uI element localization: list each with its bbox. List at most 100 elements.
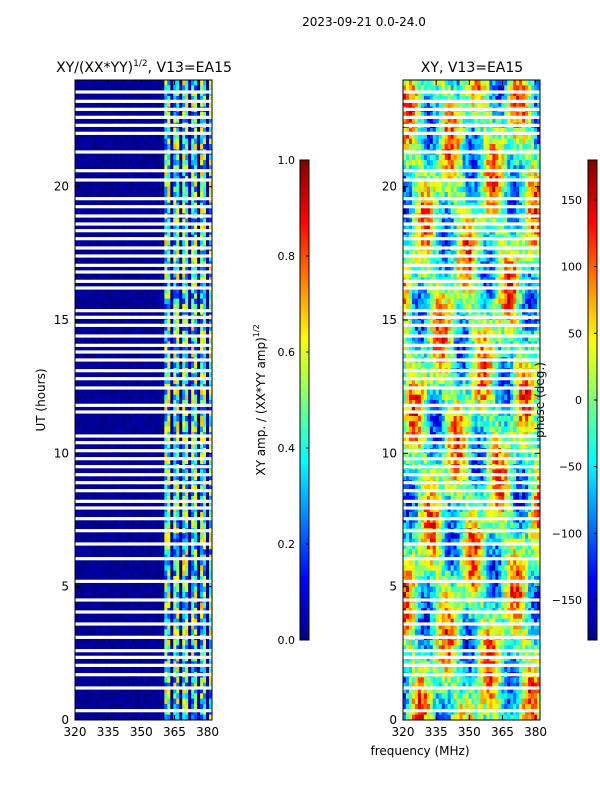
heatmap-cell (182, 453, 186, 460)
heatmap-cell (185, 138, 189, 145)
heatmap-cell (170, 565, 174, 572)
heatmap-cell (83, 581, 88, 588)
heatmap-cell (137, 80, 142, 86)
heatmap-cell (149, 394, 154, 401)
heatmap-cell (83, 453, 88, 460)
heatmap-cell (107, 581, 112, 588)
heatmap-cell (179, 112, 183, 118)
heatmap-cell (122, 346, 127, 353)
heatmap-cell (206, 469, 210, 476)
heatmap-cell (140, 378, 145, 385)
heatmap-cell (158, 325, 162, 332)
heatmap-cell (176, 138, 180, 145)
heatmap-cell (134, 586, 139, 593)
heatmap-cell (146, 197, 151, 204)
heatmap-cell (200, 416, 204, 422)
heatmap-cell (164, 506, 168, 513)
heatmap-cell (206, 224, 210, 230)
heatmap-cell (143, 533, 148, 540)
heatmap-cell (95, 309, 100, 316)
heatmap-cell (188, 325, 192, 332)
heatmap-cell (95, 469, 100, 476)
heatmap-cell (89, 133, 94, 140)
heatmap-cell (77, 506, 82, 513)
heatmap-cell (203, 352, 207, 358)
heatmap-cell (95, 117, 100, 124)
heatmap-cell (77, 538, 82, 545)
heatmap-cell (83, 256, 88, 262)
heatmap-cell (185, 144, 189, 150)
heatmap-cell (113, 442, 118, 449)
heatmap-cell (77, 602, 82, 609)
heatmap-cell (95, 490, 100, 497)
heatmap-cell (164, 437, 168, 444)
heatmap-cell (116, 229, 121, 236)
heatmap-cell (125, 85, 130, 92)
heatmap-cell (155, 304, 159, 310)
heatmap-cell (146, 309, 151, 316)
heatmap-cell (158, 224, 162, 230)
heatmap-cell (152, 586, 157, 593)
heatmap-cell (104, 645, 109, 652)
heatmap-cell (92, 165, 97, 172)
heatmap-cell (200, 80, 204, 86)
heatmap-cell (83, 560, 88, 566)
heatmap-cell (164, 128, 168, 134)
heatmap-cell (83, 458, 88, 465)
heatmap-cell (191, 421, 195, 428)
heatmap-cell (107, 224, 112, 230)
heatmap-cell (167, 240, 171, 246)
heatmap-cell (155, 378, 159, 385)
heatmap-cell (98, 90, 103, 97)
heatmap-cell (146, 336, 151, 342)
heatmap-cell (104, 640, 109, 646)
heatmap-cell (206, 506, 210, 513)
heatmap-cell (83, 272, 88, 278)
heatmap-cell (119, 90, 124, 97)
heatmap-cell (140, 522, 145, 529)
heatmap-cell (209, 85, 212, 92)
heatmap-cell (75, 266, 79, 273)
heatmap-cell (80, 485, 85, 492)
heatmap-cell (158, 549, 162, 556)
heatmap-cell (155, 618, 159, 625)
heatmap-cell (131, 272, 136, 278)
heatmap-cell (122, 192, 127, 198)
heatmap-cell (167, 426, 171, 433)
heatmap-cell (83, 160, 88, 166)
heatmap-cell (191, 506, 195, 513)
heatmap-cell (77, 298, 82, 305)
heatmap-cell (191, 229, 195, 236)
heatmap-cell (128, 96, 133, 102)
heatmap-cell (191, 522, 195, 529)
heatmap-cell (185, 645, 189, 652)
heatmap-cell (167, 309, 171, 316)
heatmap-cell (75, 469, 79, 476)
heatmap-cell (128, 517, 133, 524)
heatmap-cell (155, 522, 159, 529)
heatmap-cell (161, 154, 165, 161)
heatmap-cell (197, 304, 201, 310)
heatmap-cell (116, 320, 121, 326)
heatmap-cell (197, 96, 201, 102)
heatmap-cell (197, 560, 201, 566)
heatmap-cell (149, 426, 154, 433)
heatmap-cell (131, 517, 136, 524)
heatmap-cell (179, 517, 183, 524)
heatmap-cell (167, 218, 171, 225)
heatmap-cell (140, 650, 145, 657)
heatmap-cell (182, 613, 186, 620)
heatmap-cell (209, 538, 212, 545)
heatmap-cell (188, 469, 192, 476)
heatmap-cell (188, 186, 192, 193)
heatmap-cell (149, 154, 154, 161)
heatmap-cell (104, 282, 109, 289)
heatmap-cell (98, 293, 103, 300)
heatmap-cell (191, 410, 195, 417)
heatmap-cell (158, 629, 162, 636)
heatmap-cell (107, 624, 112, 630)
heatmap-cell (116, 496, 121, 502)
heatmap-cell (77, 128, 82, 134)
heatmap-cell (170, 128, 174, 134)
heatmap-cell (119, 560, 124, 566)
